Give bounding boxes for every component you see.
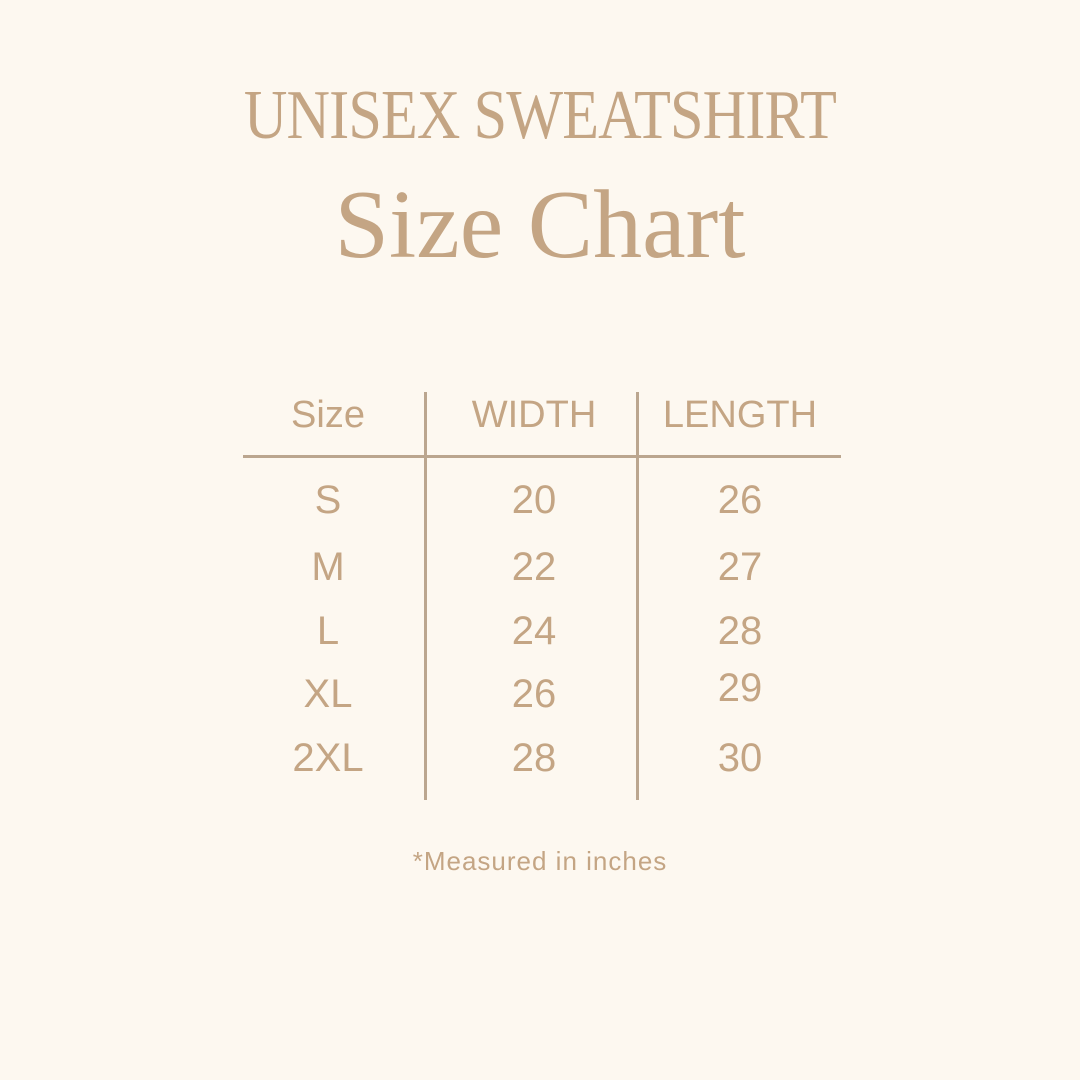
table-cell: 20 (511, 478, 557, 522)
table-cell: M (311, 545, 345, 589)
table-cell: 26 (511, 672, 557, 716)
page-title: Size Chart (334, 171, 746, 279)
column-divider (636, 392, 639, 800)
table-cell: 22 (511, 545, 557, 589)
table-cell: 26 (717, 478, 763, 522)
table-cell: 24 (511, 609, 557, 653)
header-width: WIDTH (471, 394, 597, 436)
table-cell: 29 (717, 666, 763, 710)
table-cell: 28 (511, 736, 557, 780)
table-cell: XL (303, 672, 353, 716)
column-divider (424, 392, 427, 800)
table-cell: 2XL (292, 736, 364, 780)
table-cell: S (314, 478, 342, 522)
product-title: UNISEX SWEATSHIRT (243, 77, 837, 154)
measurement-note: *Measured in inches (412, 846, 668, 876)
table-cell: 27 (717, 545, 763, 589)
table-cell: 30 (717, 736, 763, 780)
header-size: Size (291, 394, 365, 436)
table-cell: 28 (717, 609, 763, 653)
table-cell: L (316, 609, 340, 653)
header-length: LENGTH (662, 394, 818, 436)
header-divider (243, 455, 841, 458)
